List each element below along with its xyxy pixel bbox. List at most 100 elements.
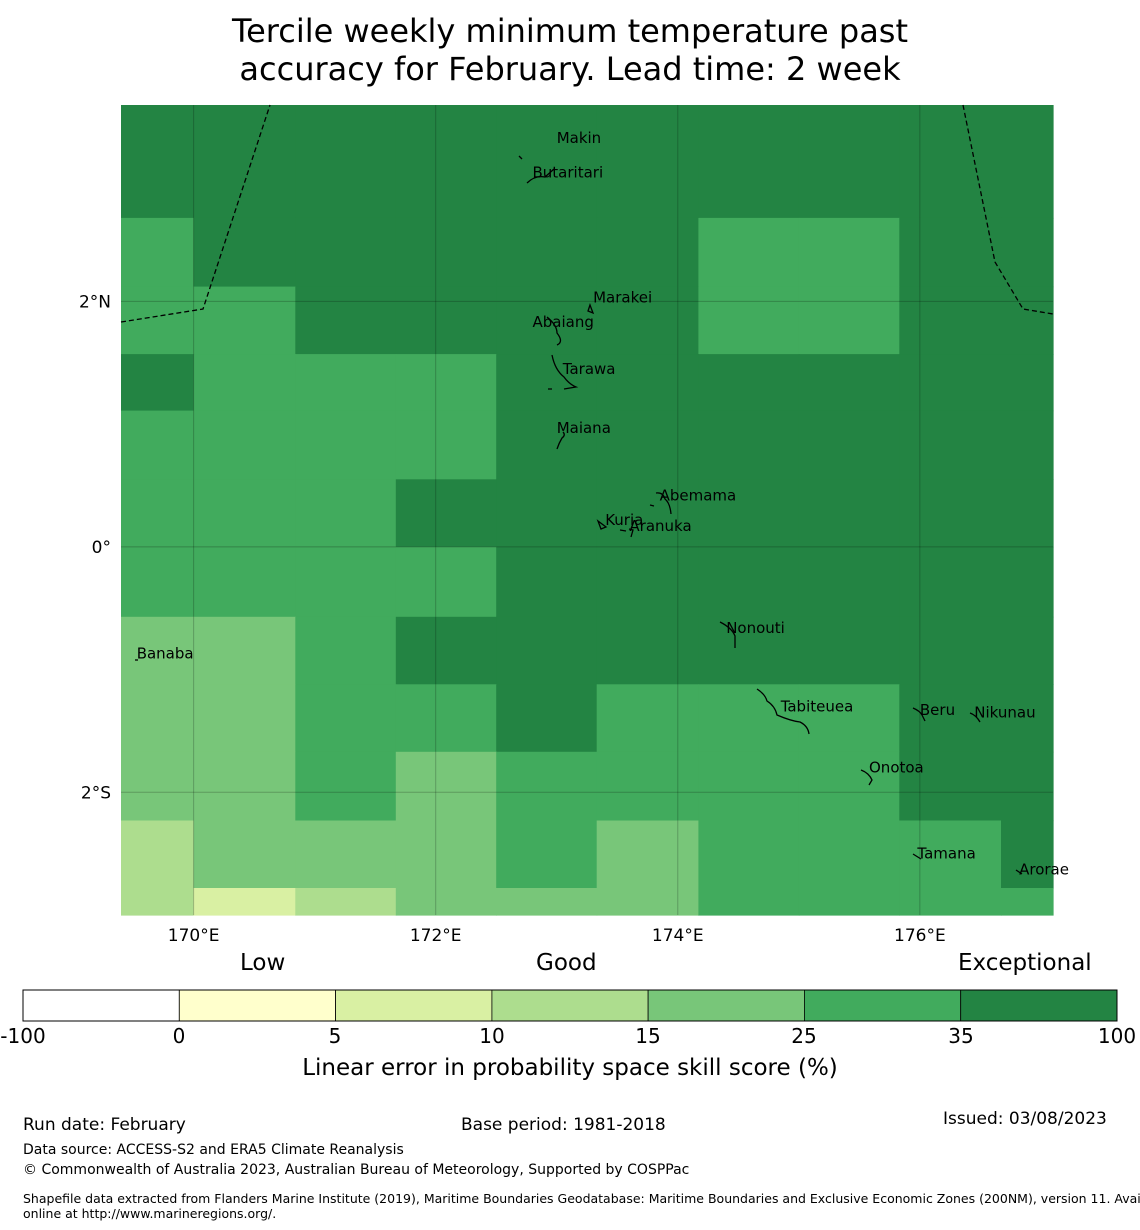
- island-outline: [518, 155, 523, 160]
- skill-cell: [1001, 546, 1054, 618]
- colorbar-segment: [178, 989, 337, 1022]
- skill-cell: [121, 546, 195, 618]
- skill-cell: [596, 217, 699, 288]
- skill-cell: [899, 479, 1002, 548]
- skill-cell: [496, 479, 598, 548]
- skill-cell: [698, 354, 800, 412]
- skill-cell: [496, 888, 598, 916]
- colorbar-tick-label: 0: [172, 1024, 186, 1048]
- skill-cell: [295, 820, 397, 889]
- colorbar-frame: [22, 989, 1118, 1022]
- colorbar-tick-label: 100: [1097, 1024, 1137, 1048]
- colorbar-segment: [804, 989, 962, 1022]
- island-outline: [556, 431, 565, 450]
- skill-cell: [798, 286, 900, 355]
- skill-cell: [798, 217, 900, 288]
- skill-cell: [798, 684, 900, 753]
- skill-cell: [295, 286, 397, 355]
- skill-cell: [698, 820, 800, 889]
- skill-cell: [596, 888, 699, 916]
- data-source: Data source: ACCESS-S2 and ERA5 Climate …: [23, 1142, 404, 1158]
- skill-cell: [395, 684, 497, 753]
- island-outline: [912, 853, 922, 860]
- skill-cell: [496, 684, 598, 753]
- skill-cell: [395, 888, 497, 916]
- place-label: Aranuka: [629, 517, 691, 535]
- skill-cell: [698, 684, 800, 753]
- skill-cell: [1001, 479, 1054, 548]
- skill-cell: [1001, 888, 1054, 916]
- skill-cell: [698, 105, 800, 219]
- skill-cell: [1001, 354, 1054, 412]
- skill-cell: [1001, 820, 1054, 889]
- colorbar-tick-label: 5: [328, 1024, 342, 1048]
- skill-cell: [1001, 410, 1054, 480]
- skill-cell: [899, 616, 1002, 685]
- place-label: Tabiteuea: [780, 697, 854, 715]
- skill-cell: [1001, 286, 1054, 355]
- colorbar-tick-label: 25: [791, 1024, 817, 1048]
- eez-boundary-line: [120, 104, 271, 323]
- skill-cell: [395, 410, 497, 480]
- lat-tick-label: 0°: [92, 538, 111, 558]
- colorbar-segment: [960, 989, 1118, 1022]
- skill-cell: [596, 479, 699, 548]
- skill-cell: [395, 354, 497, 412]
- shapefile-credit-line-1: Shapefile data extracted from Flanders M…: [23, 1191, 1140, 1206]
- copyright: © Commonwealth of Australia 2023, Austra…: [23, 1162, 690, 1178]
- skill-cell: [596, 820, 699, 889]
- skill-cell: [899, 354, 1002, 412]
- island-outline: [969, 712, 981, 723]
- skill-cell: [496, 410, 598, 480]
- skill-cell: [395, 546, 497, 618]
- skill-cell: [899, 105, 1002, 219]
- skill-cell: [395, 616, 497, 685]
- island-outline: [1015, 869, 1023, 875]
- place-label: Tarawa: [562, 360, 616, 378]
- skill-cell: [698, 217, 800, 288]
- skill-cell: [395, 479, 497, 548]
- colorbar-tick-label: -100: [0, 1024, 46, 1048]
- place-label: Nikunau: [974, 704, 1035, 722]
- shapefile-credit-line-2: online at http://www.marineregions.org/.: [23, 1206, 277, 1221]
- skill-cell: [596, 410, 699, 480]
- colorbar-segment: [22, 989, 180, 1022]
- skill-cell: [193, 616, 296, 685]
- skill-cell: [121, 888, 195, 916]
- skill-cell: [193, 354, 296, 412]
- skill-cell: [395, 217, 497, 288]
- legend-category-exceptional: Exceptional: [958, 950, 1092, 976]
- skill-cell: [496, 105, 598, 219]
- place-label: Marakei: [593, 289, 652, 307]
- skill-cell: [698, 546, 800, 618]
- island-outline: [649, 492, 672, 515]
- graticule: [121, 105, 1053, 915]
- place-label: Abemama: [660, 486, 737, 504]
- island-outline: [596, 519, 608, 530]
- skill-cell: [496, 546, 598, 618]
- skill-cell: [698, 286, 800, 355]
- skill-cell: [193, 888, 296, 916]
- skill-cell: [295, 546, 397, 618]
- skill-cell: [1001, 105, 1054, 219]
- lon-tick-label: 174°E: [652, 926, 704, 946]
- chart-title-line-2: accuracy for February. Lead time: 2 week: [239, 50, 901, 88]
- island-outline: [546, 316, 562, 346]
- skill-cell: [121, 820, 195, 889]
- lon-tick-label: 172°E: [410, 926, 462, 946]
- skill-cell: [596, 105, 699, 219]
- chart-title-line-1: Tercile weekly minimum temperature past: [231, 12, 909, 50]
- lon-tick-label: 170°E: [168, 926, 220, 946]
- island-outline: [619, 528, 634, 538]
- skill-cell: [798, 546, 900, 618]
- island-outline: [526, 168, 555, 184]
- legend-category-low: Low: [240, 950, 286, 976]
- skill-cell: [496, 217, 598, 288]
- place-label: Arorae: [1019, 861, 1069, 879]
- skill-cell: [121, 751, 195, 822]
- skill-cell: [596, 684, 699, 753]
- place-labels: Makin Butaritari Marakei Abaiang Tarawa Maian…: [137, 129, 1069, 879]
- colorbar-tick-label: 10: [479, 1024, 505, 1048]
- skill-cell: [121, 217, 195, 288]
